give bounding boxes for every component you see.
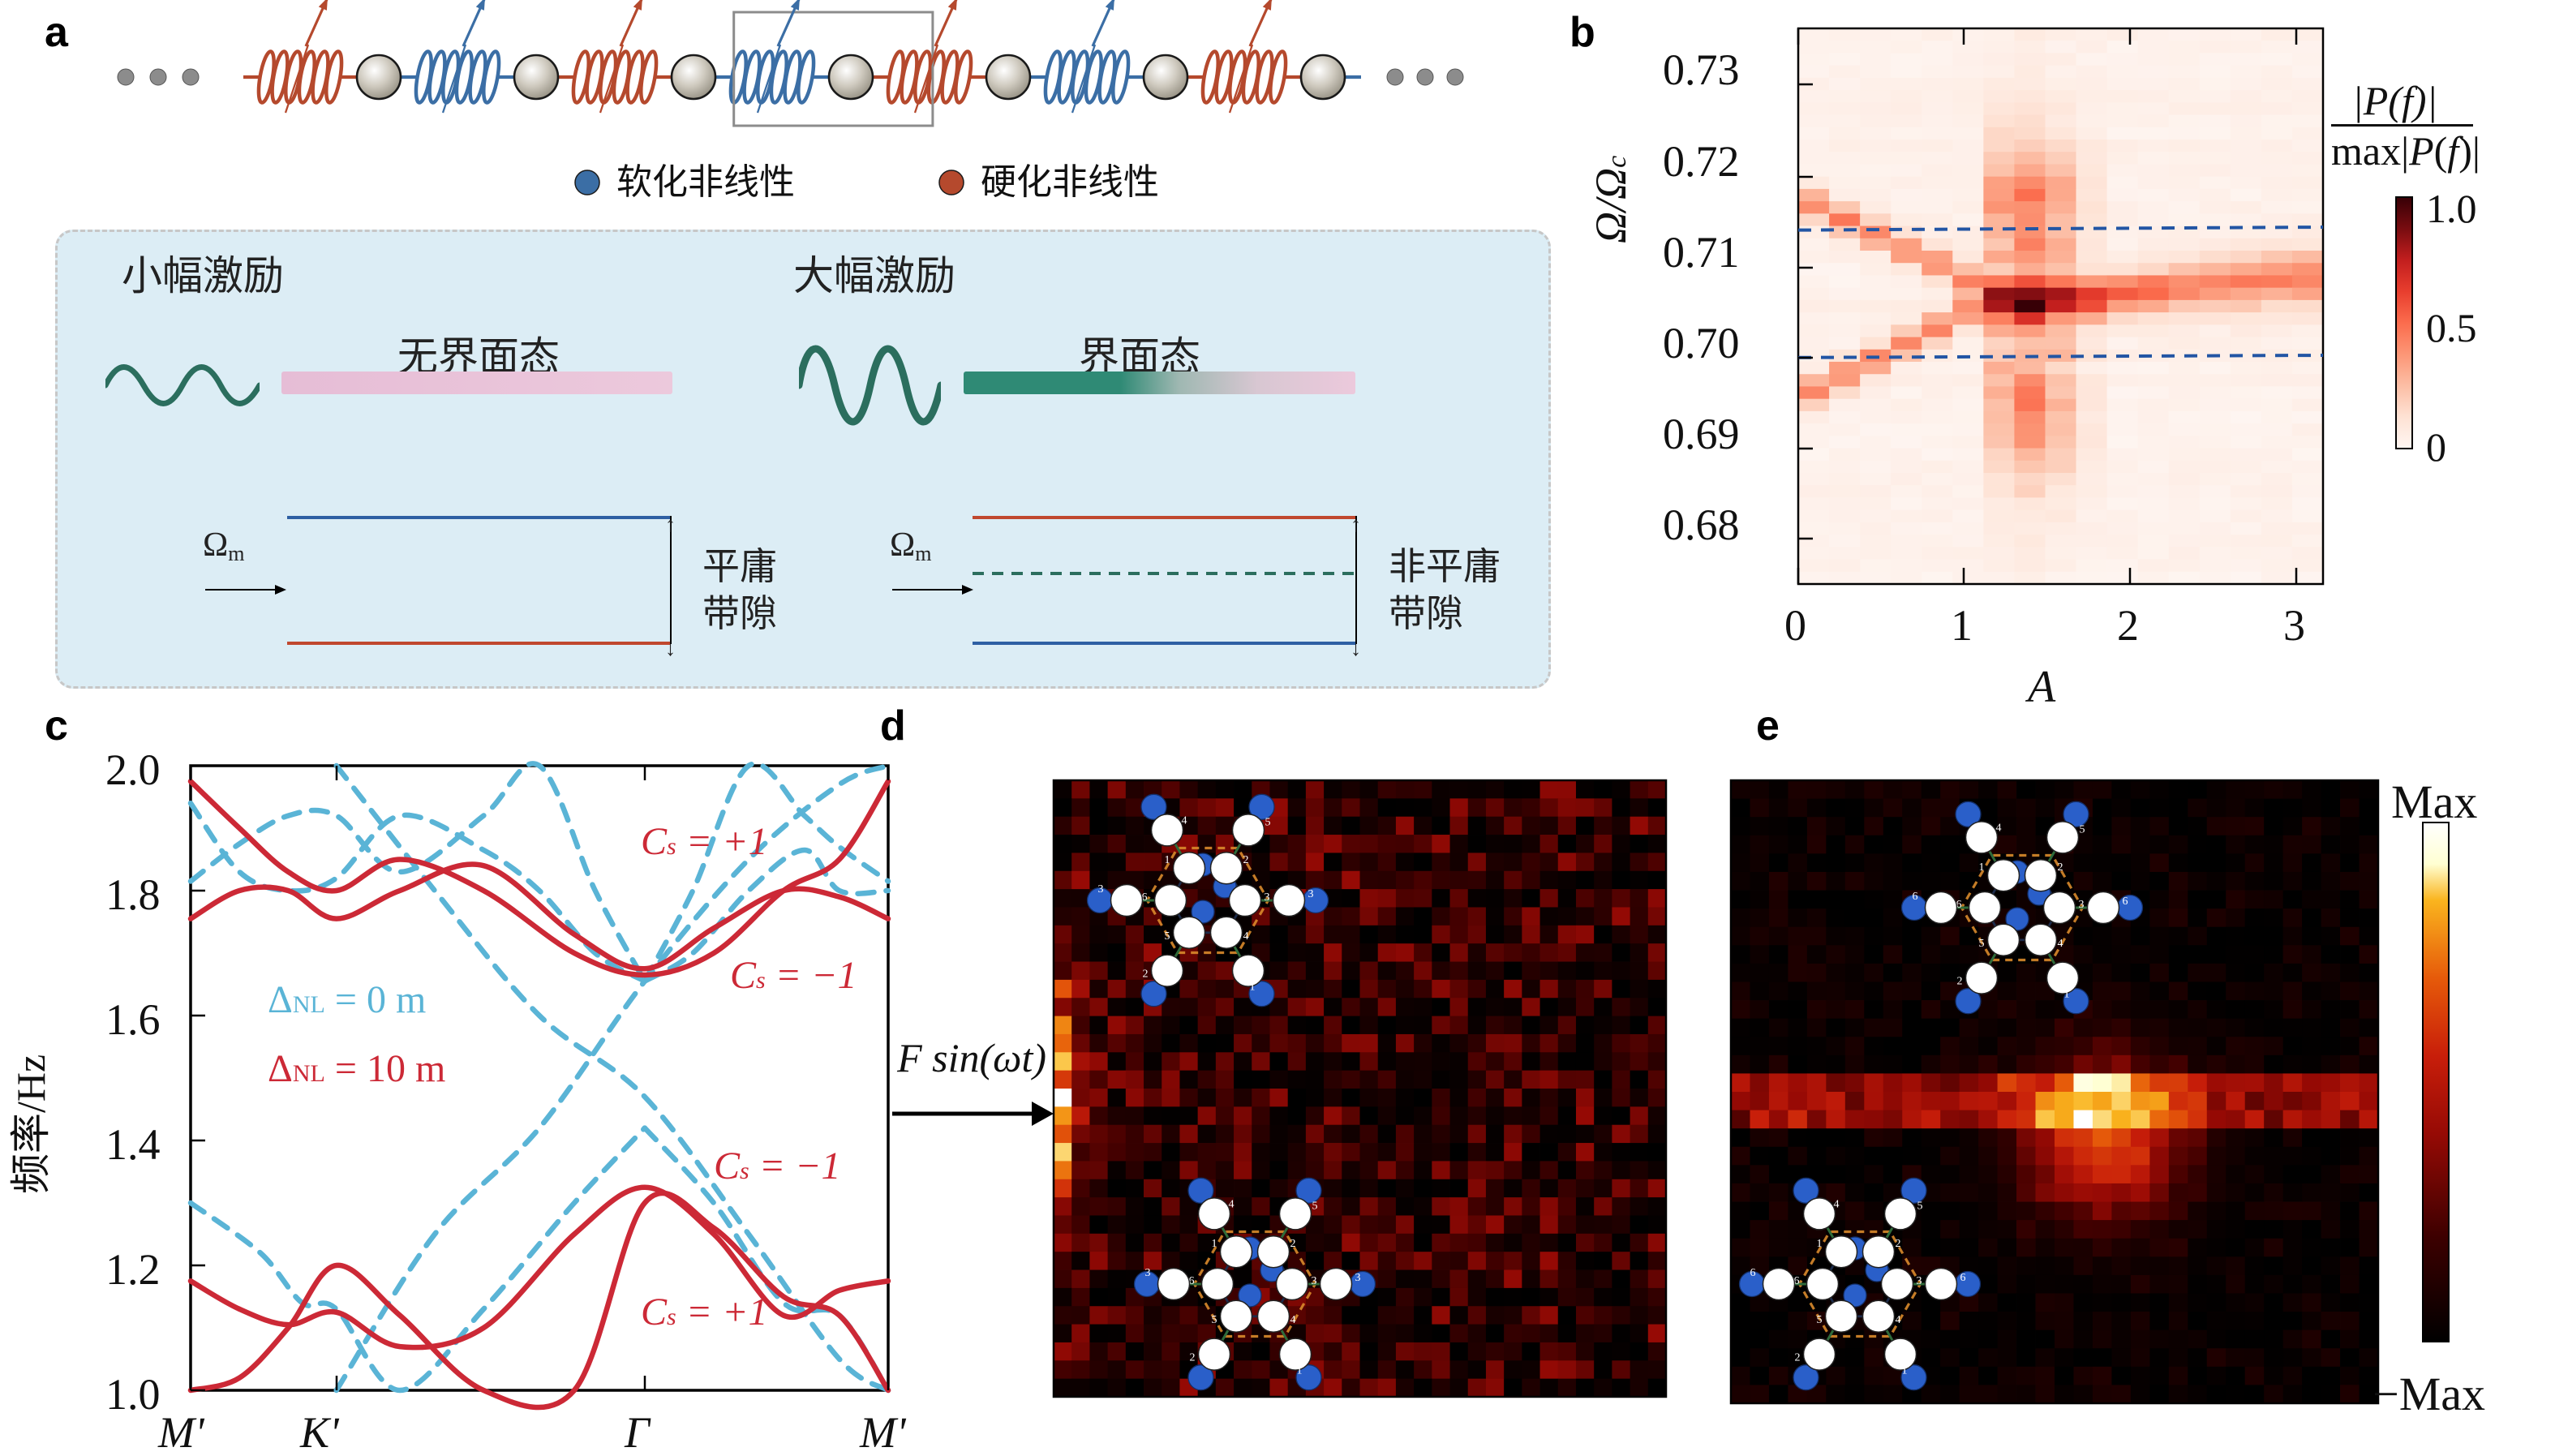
svg-text:3: 3: [1917, 1275, 1922, 1287]
svg-text:2: 2: [1795, 1352, 1801, 1364]
svg-text:2: 2: [1896, 1238, 1901, 1250]
svg-text:5: 5: [1979, 938, 1985, 950]
svg-text:6: 6: [2123, 896, 2128, 908]
svg-text:3: 3: [2079, 899, 2085, 911]
svg-text:4: 4: [1896, 1314, 1901, 1326]
svg-text:1: 1: [1979, 861, 1985, 874]
svg-text:1: 1: [1817, 1238, 1823, 1250]
svg-text:5: 5: [1817, 1314, 1823, 1326]
svg-text:6: 6: [1750, 1267, 1756, 1279]
svg-text:4: 4: [2058, 938, 2063, 950]
svg-text:5: 5: [1917, 1200, 1923, 1212]
svg-text:2: 2: [1957, 976, 1963, 988]
svg-text:1: 1: [2064, 989, 2070, 1001]
svg-text:1: 1: [1902, 1365, 1908, 1377]
svg-text:2: 2: [2058, 861, 2063, 874]
svg-text:4: 4: [1834, 1198, 1840, 1210]
svg-text:6: 6: [1960, 1272, 1966, 1284]
svg-text:5: 5: [2080, 823, 2085, 835]
svg-text:4: 4: [1996, 822, 2002, 834]
svg-text:6: 6: [1913, 891, 1918, 903]
